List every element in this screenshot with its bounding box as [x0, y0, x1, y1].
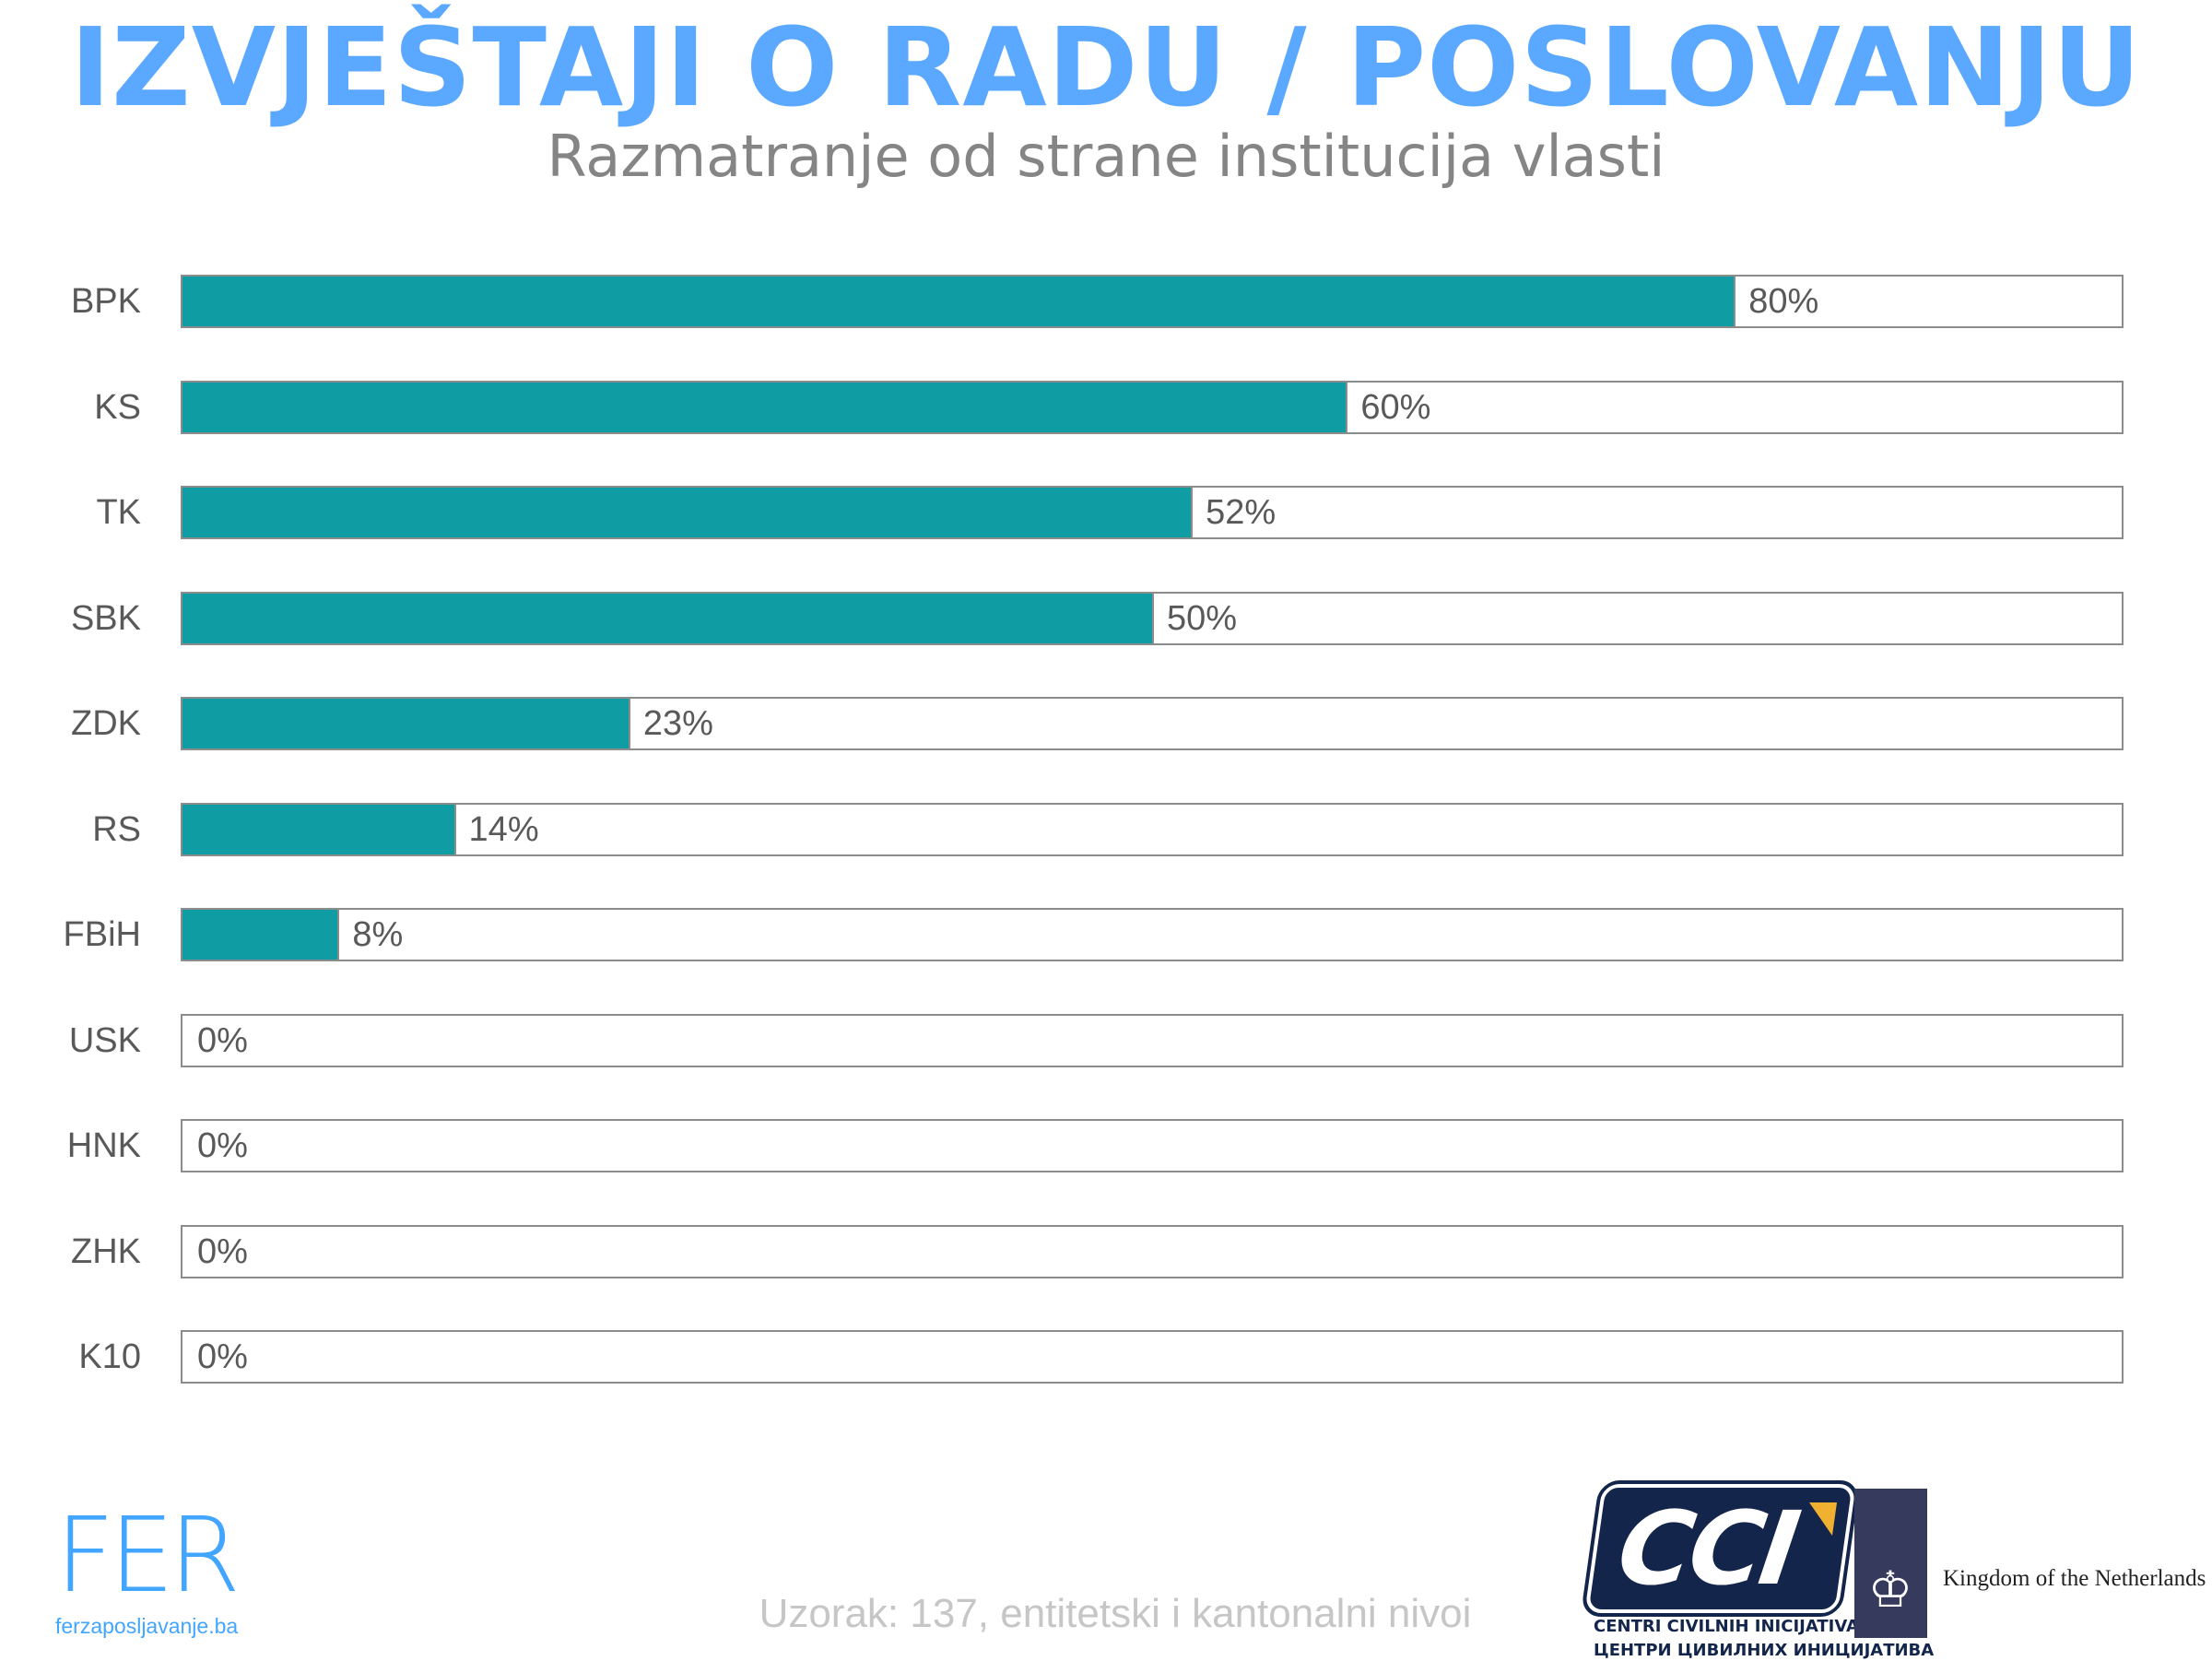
coat-of-arms-icon: ♔ [1867, 1562, 1913, 1618]
bar-track [181, 380, 2124, 434]
sample-note: Uzorak: 137, entitetski i kantonalni niv… [759, 1591, 1472, 1636]
data-label: 0% [197, 1337, 248, 1376]
bar-row: USK 0% [0, 1013, 2212, 1067]
category-label: ZHK [71, 1231, 141, 1271]
bar [182, 382, 1348, 432]
data-label: 23% [642, 704, 713, 743]
data-label: 0% [197, 1020, 248, 1060]
bar-row: FBiH 8% [0, 908, 2212, 961]
cci-logo-badge: CCI [1580, 1480, 1861, 1617]
data-label: 0% [197, 1231, 248, 1271]
bar [182, 804, 456, 854]
bar-row: BPK 80% [0, 275, 2212, 328]
cci-logo: CCI CENTRI CIVILNIH INICIJATIVA ЦЕНТРИ Ц… [1580, 1480, 1935, 1661]
bar-row: KS 60% [0, 380, 2212, 434]
bar-track [181, 1013, 2124, 1067]
bar-track [181, 1119, 2124, 1172]
data-label: 60% [1360, 387, 1431, 427]
cci-name-latin: CENTRI CIVILNIH INICIJATIVA [1594, 1617, 1859, 1636]
fer-url: ferzaposljavanje.ba [55, 1614, 239, 1638]
bar [182, 910, 340, 960]
data-label: 0% [197, 1126, 248, 1165]
bar-track [181, 591, 2124, 645]
cci-name-cyrillic: ЦЕНТРИ ЦИВИЛНИХ ИНИЦИЈАТИВА [1594, 1641, 1935, 1660]
cci-accent-icon [1804, 1502, 1838, 1536]
bar-track [181, 802, 2124, 856]
bar-row: ZDK 23% [0, 697, 2212, 750]
bar-track [181, 275, 2124, 328]
data-label: 50% [1167, 598, 1238, 638]
category-label: FBiH [63, 915, 141, 954]
category-label: K10 [78, 1337, 141, 1376]
bar-row: TK 52% [0, 486, 2212, 539]
chart-title: IZVJEŠTAJI O RADU / POSLOVANJU [70, 4, 2142, 131]
bar-chart: BPK 80% KS 60% TK 52% SBK 50% ZDK 23% RS 14% FBiH 8% U… [0, 275, 2212, 1384]
bar [182, 593, 1154, 643]
bar-row: RS 14% [0, 802, 2212, 856]
bar-track [181, 1330, 2124, 1384]
data-label: 80% [1748, 282, 1819, 321]
fer-logo-text: FER [55, 1496, 241, 1616]
fer-logo: FER ferzaposljavanje.ba [55, 1496, 241, 1639]
category-label: TK [96, 493, 141, 532]
bar-row: K10 0% [0, 1330, 2212, 1384]
category-label: SBK [70, 598, 141, 638]
cci-logo-text: CCI [1611, 1490, 1804, 1608]
category-label: RS [92, 809, 141, 849]
bar-row: SBK 50% [0, 591, 2212, 645]
category-label: HNK [66, 1126, 141, 1165]
netherlands-label: Kingdom of the Netherlands [1943, 1566, 2206, 1591]
category-label: BPK [70, 282, 141, 321]
bar-row: HNK 0% [0, 1119, 2212, 1172]
bar [182, 699, 630, 748]
data-label: 14% [468, 809, 539, 849]
bar-track [181, 697, 2124, 750]
chart-subtitle: Razmatranje od strane institucija vlasti [547, 123, 1665, 190]
category-label: KS [94, 387, 141, 427]
bar-track [181, 908, 2124, 961]
bar-track [181, 486, 2124, 539]
data-label: 8% [352, 915, 404, 954]
bar-track [181, 1224, 2124, 1278]
bar [182, 277, 1736, 326]
data-label: 52% [1206, 493, 1277, 532]
bar [182, 488, 1194, 537]
category-label: USK [68, 1020, 141, 1060]
category-label: ZDK [71, 704, 141, 743]
netherlands-logo-band [1854, 1489, 1927, 1638]
bar-row: ZHK 0% [0, 1224, 2212, 1278]
